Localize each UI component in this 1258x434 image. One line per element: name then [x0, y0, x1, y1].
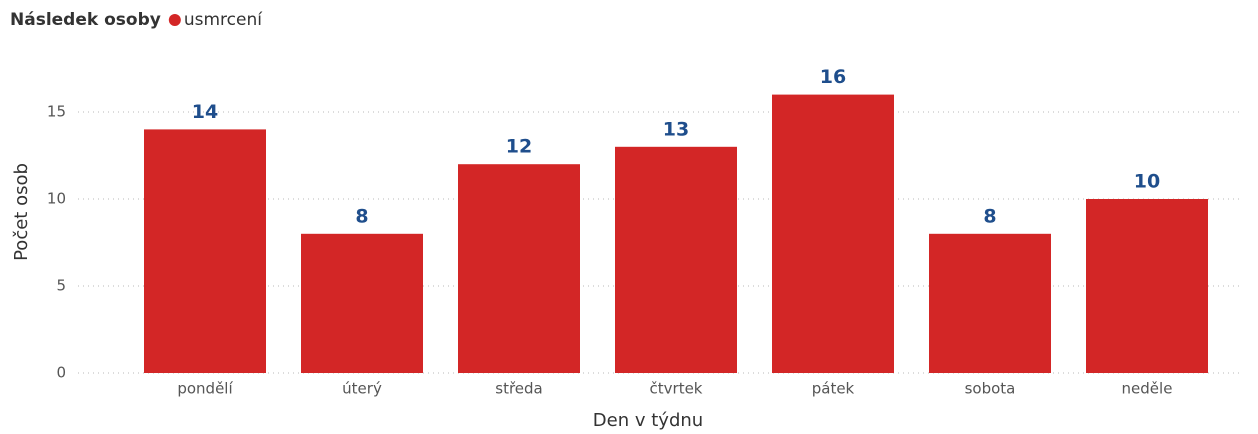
- legend-label: usmrcení: [184, 10, 263, 30]
- data-label: 13: [663, 118, 689, 140]
- x-tick-label: čtvrtek: [650, 380, 703, 398]
- y-tick-label: 5: [56, 277, 66, 295]
- x-tick-label: úterý: [342, 380, 382, 398]
- x-tick-label: neděle: [1122, 380, 1173, 398]
- data-label: 12: [506, 136, 532, 158]
- x-tick-label: pátek: [812, 380, 855, 398]
- y-tick-label: 0: [56, 364, 66, 382]
- data-label: 8: [355, 205, 368, 227]
- legend-title: Následek osoby: [10, 10, 161, 30]
- x-tick-label: středa: [495, 380, 542, 398]
- bar: [458, 164, 580, 373]
- x-tick-label: pondělí: [177, 380, 233, 398]
- bar: [615, 146, 737, 373]
- data-label: 8: [983, 205, 996, 227]
- x-axis-label: Den v týdnu: [593, 410, 703, 431]
- y-tick-label: 10: [47, 190, 66, 208]
- y-tick-label: 15: [47, 103, 66, 121]
- bar: [929, 233, 1051, 373]
- bar: [301, 233, 423, 373]
- data-label: 14: [192, 101, 218, 123]
- bar: [1086, 199, 1208, 373]
- data-label: 10: [1134, 171, 1160, 193]
- y-axis-label: Počet osob: [11, 163, 32, 261]
- x-tick-label: sobota: [965, 380, 1016, 398]
- legend-marker: [168, 14, 181, 26]
- data-label: 16: [820, 66, 846, 88]
- bar: [144, 129, 266, 373]
- bar: [772, 94, 894, 373]
